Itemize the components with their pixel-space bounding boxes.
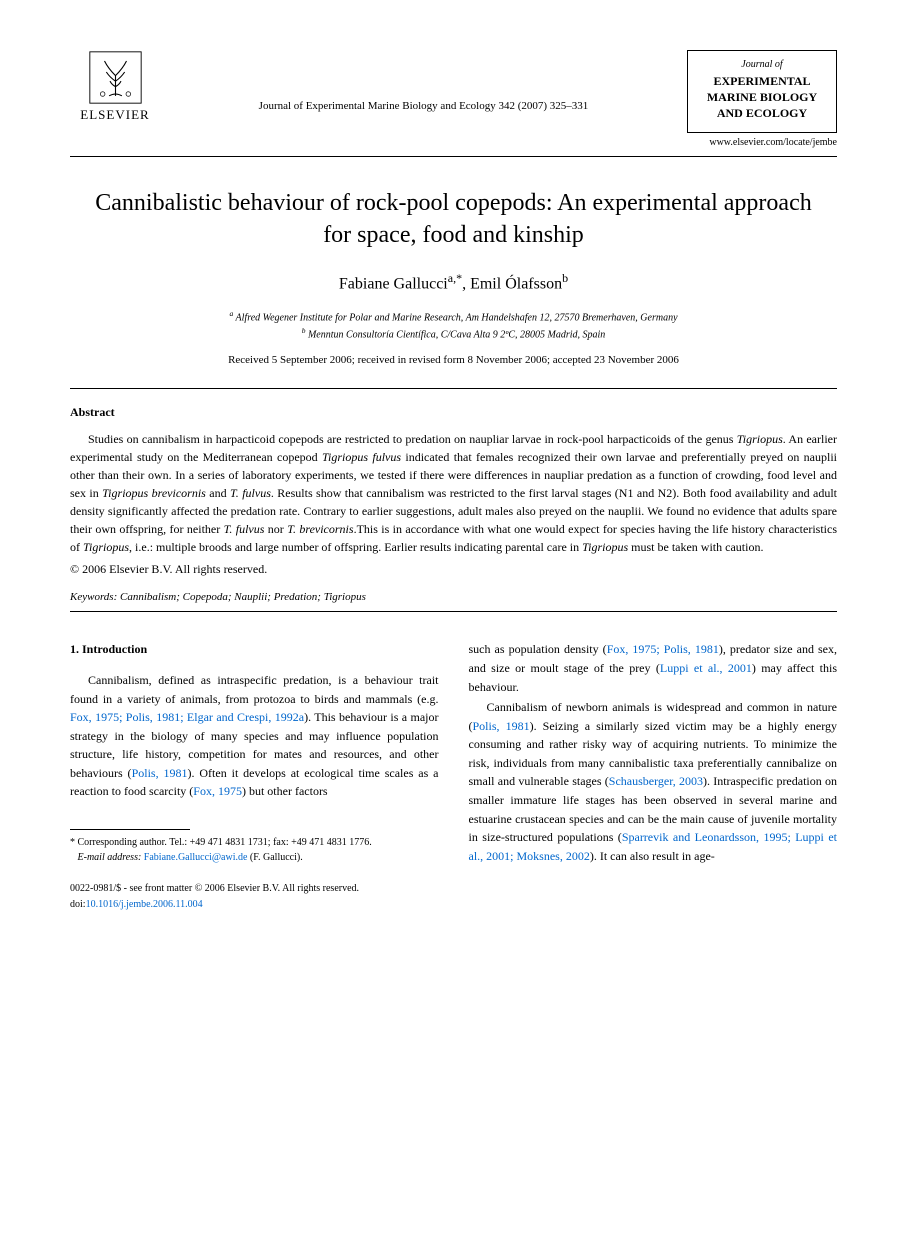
body-columns: 1. Introduction Cannibalism, defined as … — [70, 640, 837, 912]
author-1: Fabiane Gallucci — [339, 276, 448, 293]
ref-link[interactable]: Fox, 1975 — [193, 784, 242, 798]
ref-link[interactable]: Polis, 1981 — [132, 766, 188, 780]
left-column: 1. Introduction Cannibalism, defined as … — [70, 640, 439, 912]
keywords: Keywords: Cannibalism; Copepoda; Nauplii… — [70, 591, 837, 603]
journal-box-line1: EXPERIMENTAL — [694, 73, 830, 89]
doi-line: doi:10.1016/j.jembe.2006.11.004 — [70, 897, 439, 913]
authors: Fabiane Galluccia,*, Emil Ólafssonb — [70, 271, 837, 293]
keywords-list: Cannibalism; Copepoda; Nauplii; Predatio… — [117, 591, 366, 603]
ref-link[interactable]: Schausberger, 2003 — [609, 774, 703, 788]
intro-heading: 1. Introduction — [70, 640, 439, 659]
abstract-top-rule — [70, 388, 837, 389]
author-1-affil: a,* — [448, 271, 462, 285]
intro-para-1-cont: such as population density (Fox, 1975; P… — [469, 640, 838, 696]
journal-box-line3: AND ECOLOGY — [694, 105, 830, 121]
affiliation-a: a Alfred Wegener Institute for Polar and… — [70, 308, 837, 325]
header-divider — [70, 156, 837, 157]
ref-link[interactable]: Fox, 1975; Polis, 1981 — [607, 642, 719, 656]
ref-link[interactable]: Polis, 1981 — [473, 719, 530, 733]
author-2-affil: b — [562, 271, 568, 285]
ref-link[interactable]: Fox, 1975; Polis, 1981; Elgar and Crespi… — [70, 710, 304, 724]
footnote-rule — [70, 829, 190, 830]
publisher-name: ELSEVIER — [80, 107, 149, 123]
journal-box-line2: MARINE BIOLOGY — [694, 89, 830, 105]
elsevier-tree-icon — [88, 50, 143, 105]
author-sep: , — [462, 276, 470, 293]
email-link[interactable]: Fabiane.Gallucci@awi.de — [141, 852, 247, 863]
affiliations: a Alfred Wegener Institute for Polar and… — [70, 308, 837, 343]
abstract-body: Studies on cannibalism in harpacticoid c… — [70, 430, 837, 556]
header-row: ELSEVIER Journal of Experimental Marine … — [70, 50, 837, 148]
keywords-label: Keywords: — [70, 591, 117, 603]
footer-line: 0022-0981/$ - see front matter © 2006 El… — [70, 881, 439, 897]
ref-link[interactable]: Luppi et al., 2001 — [660, 661, 752, 675]
citation: Journal of Experimental Marine Biology a… — [160, 50, 687, 112]
journal-box: Journal of EXPERIMENTAL MARINE BIOLOGY A… — [687, 50, 837, 133]
journal-box-wrap: Journal of EXPERIMENTAL MARINE BIOLOGY A… — [687, 50, 837, 148]
abstract-heading: Abstract — [70, 405, 837, 420]
email-footnote: E-mail address: Fabiane.Gallucci@awi.de … — [70, 851, 439, 866]
copyright: © 2006 Elsevier B.V. All rights reserved… — [70, 562, 837, 577]
journal-url[interactable]: www.elsevier.com/locate/jembe — [687, 137, 837, 148]
article-dates: Received 5 September 2006; received in r… — [70, 354, 837, 366]
doi-link[interactable]: 10.1016/j.jembe.2006.11.004 — [86, 899, 203, 910]
intro-para-1: Cannibalism, defined as intraspecific pr… — [70, 671, 439, 801]
intro-para-2: Cannibalism of newborn animals is widesp… — [469, 698, 838, 865]
author-2: Emil Ólafsson — [470, 276, 562, 293]
abstract-bottom-rule — [70, 611, 837, 612]
affiliation-b: b Menntun Consultoría Científica, C/Cava… — [70, 325, 837, 342]
article-title: Cannibalistic behaviour of rock-pool cop… — [90, 187, 817, 252]
journal-box-top: Journal of — [694, 59, 830, 70]
right-column: such as population density (Fox, 1975; P… — [469, 640, 838, 912]
corresponding-footnote: * Corresponding author. Tel.: +49 471 48… — [70, 836, 439, 851]
publisher-logo: ELSEVIER — [70, 50, 160, 123]
